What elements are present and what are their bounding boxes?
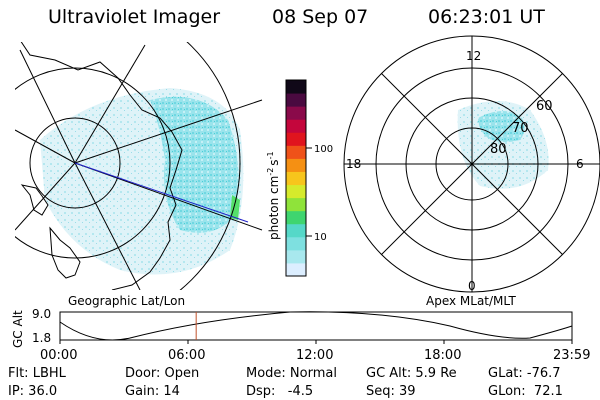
colorbar-band: [286, 145, 306, 159]
mlt-label-12: 12: [466, 49, 481, 63]
info-glat: GLat: -76.7: [488, 366, 561, 381]
altitude-ytick-high: 9.0: [32, 307, 51, 321]
mlt-label-0: 0: [468, 279, 476, 293]
colorbar-frame: [285, 79, 307, 277]
colorbar-band: [286, 80, 306, 94]
info-gain: Gain: 14: [125, 384, 180, 399]
xtick-0600: 06:00: [168, 348, 206, 363]
observation-time: 06:23:01 UT: [428, 6, 545, 28]
mlat-label-70: 70: [512, 121, 529, 136]
colorbar: 100 10 photon cm-2s-1: [266, 79, 333, 277]
info-glon: GLon: 72.1: [488, 384, 563, 399]
geo-lat-circle-3: [179, 42, 241, 290]
colorbar-band: [286, 236, 306, 251]
colorbar-band: [286, 184, 306, 199]
colorbar-band: [286, 158, 306, 172]
app-title: Ultraviolet Imager: [48, 6, 221, 28]
info-mode: Mode: Normal: [246, 366, 337, 381]
geo-meridians: [15, 44, 263, 290]
mlat-label-60: 60: [536, 99, 553, 114]
colorbar-band: [286, 132, 306, 146]
colorbar-band: [286, 262, 306, 277]
info-dsp: Dsp: -4.5: [246, 384, 314, 399]
altitude-ylabel: GC Alt: [11, 310, 25, 348]
colorbar-tick-100: 100: [314, 144, 333, 155]
colorbar-gradient: [286, 80, 306, 277]
colorbar-band: [286, 171, 306, 186]
colorbar-label: photon cm-2s-1: [266, 151, 281, 240]
geographic-map: [15, 42, 263, 290]
colorbar-band: [286, 119, 306, 133]
colorbar-band: [286, 197, 306, 212]
mlt-label-6: 6: [576, 157, 584, 171]
info-gc-alt: GC Alt: 5.9 Re: [366, 366, 457, 381]
colorbar-band: [286, 93, 306, 107]
xtick-1200: 12:00: [296, 348, 334, 363]
info-filter: Flt: LBHL: [8, 366, 66, 381]
mlt-label-18: 18: [346, 157, 361, 171]
polar-aurora-main: [478, 111, 525, 143]
colorbar-band: [286, 106, 306, 120]
observation-date: 08 Sep 07: [272, 6, 369, 28]
info-ip: IP: 36.0: [8, 384, 58, 399]
satellite-track-line: [74, 162, 249, 223]
colorbar-tick-10: 10: [314, 232, 327, 243]
colorbar-band: [286, 223, 306, 238]
geo-panel-label: Geographic Lat/Lon: [68, 294, 185, 308]
altitude-strip: GC Alt 9.0 1.8: [11, 307, 573, 348]
xtick-2359: 23:59: [553, 348, 591, 363]
colorbar-band: [286, 249, 306, 264]
altitude-ytick-low: 1.8: [32, 331, 51, 345]
mlat-label-80: 80: [490, 142, 507, 157]
info-seq: Seq: 39: [366, 384, 416, 399]
colorbar-band: [286, 210, 306, 225]
geo-lat-circle-2: [15, 67, 171, 259]
polar-panel-label: Apex MLat/MLT: [426, 294, 516, 308]
polar-map: 12 18 6 0 60 70 80: [343, 35, 600, 293]
geo-lat-circle-1: [29, 117, 121, 209]
info-door: Door: Open: [125, 366, 200, 381]
altitude-curve: [59, 311, 573, 341]
xtick-1800: 18:00: [424, 348, 462, 363]
xtick-0000: 00:00: [40, 348, 78, 363]
